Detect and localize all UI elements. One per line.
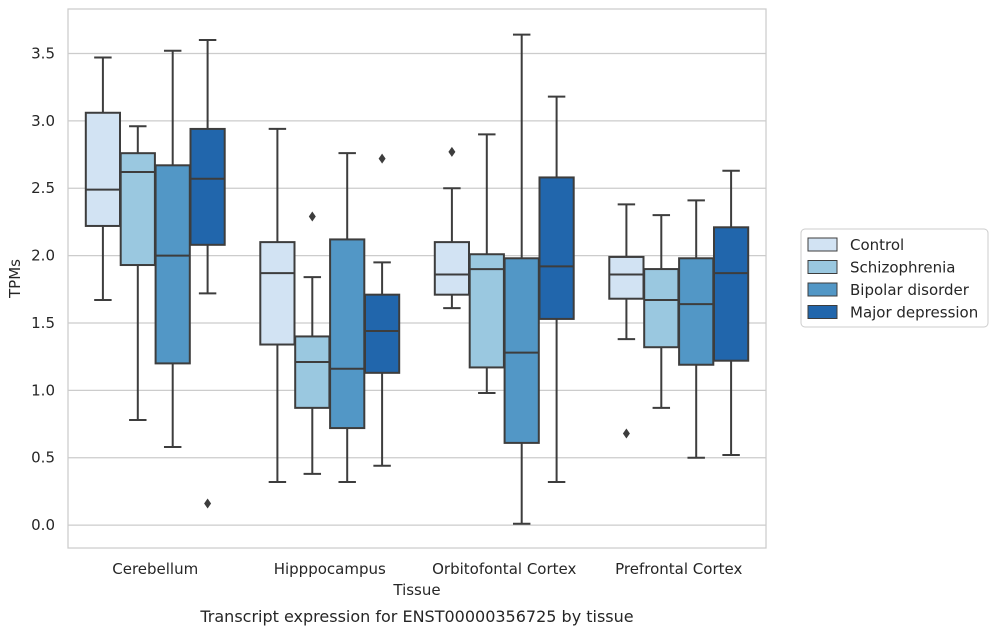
iqr-box [189, 127, 226, 246]
iqr-box [363, 293, 401, 374]
iqr-box [608, 255, 645, 300]
iqr-box [259, 241, 296, 346]
iqr-box [712, 226, 750, 362]
box-schizophrenia [119, 125, 156, 421]
box-bipolar-disorder [329, 152, 366, 483]
box-major-depression [538, 95, 575, 483]
y-tick-label: 0.5 [31, 449, 55, 467]
outlier-point [622, 428, 630, 439]
x-tick-label: Hipppocampus [274, 560, 386, 578]
box-major-depression [189, 38, 226, 509]
legend-label: Schizophrenia [850, 259, 955, 277]
iqr-box [119, 152, 156, 267]
box-bipolar-disorder [503, 33, 540, 525]
x-axis-label: Tissue [392, 581, 440, 599]
y-tick-label: 1.0 [31, 381, 55, 399]
box-bipolar-disorder [678, 199, 715, 459]
legend-label: Major depression [850, 304, 978, 322]
y-tick-labels: 0.0 0.5 1.0 1.5 2.0 2.5 3.0 3.5 [31, 44, 55, 534]
box-major-depression [363, 153, 401, 467]
outlier-point [204, 498, 212, 509]
y-tick-label: 2.5 [31, 179, 55, 197]
y-tick-label: 1.5 [31, 314, 55, 332]
x-tick-label: Orbitofontal Cortex [432, 560, 576, 578]
box-bipolar-disorder [154, 49, 191, 448]
iqr-box [329, 238, 366, 430]
legend-label: Control [850, 236, 904, 254]
box-control [259, 127, 296, 483]
box-major-depression [712, 169, 750, 457]
box-control [608, 203, 645, 439]
iqr-box [468, 253, 505, 369]
y-tick-label: 0.0 [31, 516, 55, 534]
iqr-box [538, 176, 575, 320]
legend-swatch [807, 237, 838, 252]
iqr-box [294, 335, 331, 409]
x-tick-label: Cerebellum [112, 560, 198, 578]
legend-swatch [807, 260, 838, 274]
iqr-box [503, 257, 540, 444]
outlier-point [378, 153, 386, 164]
y-tick-label: 3.0 [31, 112, 55, 130]
iqr-box [154, 164, 191, 365]
iqr-box [433, 241, 471, 296]
legend: Control Schizophrenia Bipolar disorder Majo… [800, 228, 989, 328]
iqr-box [678, 257, 715, 366]
plot-frame [67, 8, 767, 549]
legend-swatch [807, 305, 838, 319]
legend-swatch [807, 282, 838, 297]
y-tick-label: 3.5 [31, 44, 55, 62]
x-tick-labels: Cerebellum Hipppocampus Orbitofontal Corte… [112, 560, 742, 578]
y-tick-label: 2.0 [31, 247, 55, 265]
outlier-point [448, 146, 456, 157]
outlier-point [308, 211, 316, 222]
legend-frame [800, 228, 989, 328]
iqr-box [84, 111, 122, 227]
y-axis-label: TPMs [6, 259, 24, 299]
iqr-box [643, 268, 680, 349]
box-schizophrenia [294, 211, 331, 475]
box-schizophrenia [643, 214, 680, 409]
box-control [84, 56, 122, 302]
box-groups [84, 33, 750, 525]
box-schizophrenia [468, 133, 505, 395]
x-tick-label: Prefrontal Cortex [615, 560, 742, 578]
legend-label: Bipolar disorder [850, 281, 970, 299]
box-control [433, 146, 471, 310]
chart-caption: Transcript expression for ENST0000035672… [199, 607, 633, 626]
